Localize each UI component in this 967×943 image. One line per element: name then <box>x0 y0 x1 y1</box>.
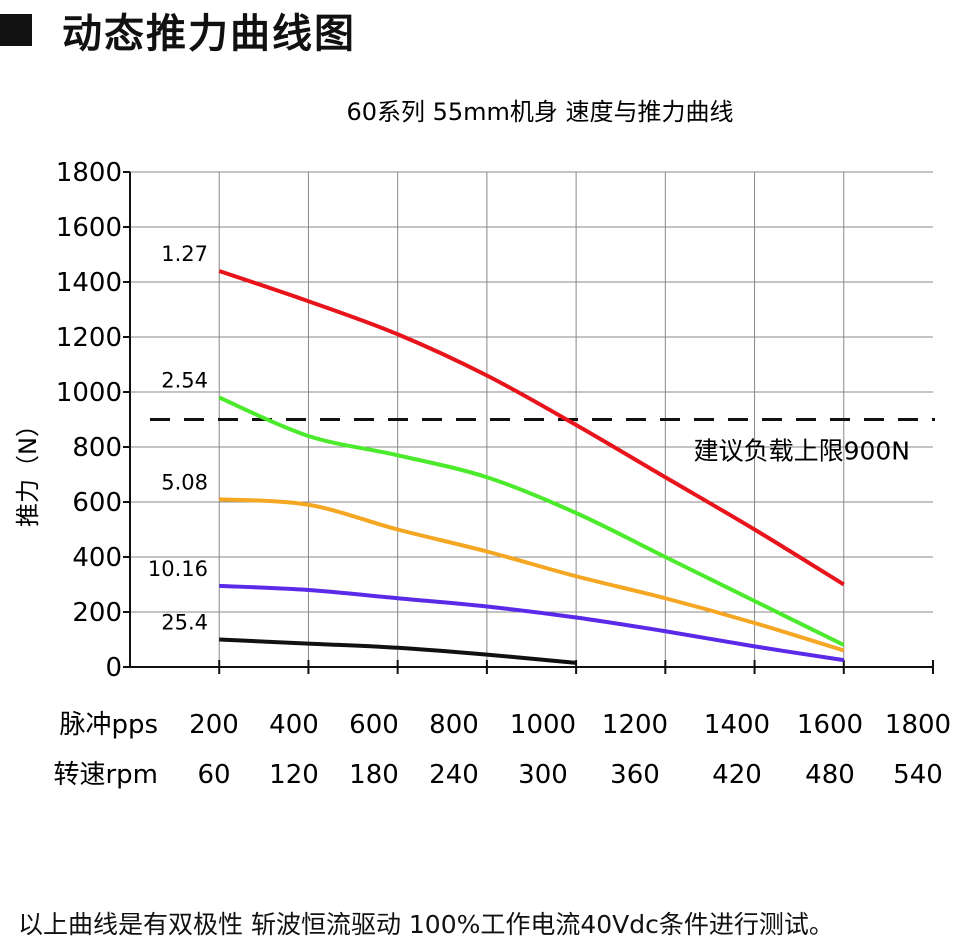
series-line <box>219 497 845 653</box>
reference-line-label: 建议负载上限900N <box>694 437 910 466</box>
y-tick-label: 1800 <box>56 158 122 188</box>
footnote: 以上曲线是有双极性 斩波恒流驱动 100%工作电流40Vdc条件进行测试。 <box>18 910 834 939</box>
reference-line-group: 建议负载上限900N <box>150 418 935 466</box>
x-tick-label: 1200 <box>602 710 668 740</box>
x-tick-label: 480 <box>805 760 855 790</box>
x-tick-label: 540 <box>893 760 943 790</box>
page-title: 动态推力曲线图 <box>62 11 356 57</box>
x-tick-label: 1600 <box>797 710 863 740</box>
tick-labels: 0 200 400 600 800 1000 1200 1400 1600 1800 脉冲pps 20… <box>53 158 951 790</box>
x-tick-label: 180 <box>349 760 399 790</box>
series-label: 25.4 <box>161 611 208 635</box>
y-tick-label: 200 <box>72 598 122 628</box>
series-label: 5.08 <box>161 470 208 494</box>
y-tick-label: 1000 <box>56 378 122 408</box>
x-tick-label: 420 <box>712 760 762 790</box>
x-tick-label: 800 <box>429 710 479 740</box>
series-line <box>218 395 845 647</box>
series-line <box>219 637 577 665</box>
x-tick-label: 300 <box>518 760 568 790</box>
x-axis-row-label: 脉冲pps <box>59 710 158 740</box>
x-tick-label: 1800 <box>885 710 951 740</box>
series-label: 10.16 <box>148 557 208 581</box>
x-tick-label: 200 <box>189 710 239 740</box>
series-line <box>219 583 845 663</box>
x-axis-row-label: 转速rpm <box>53 760 158 790</box>
thrust-chart: 60系列 55mm机身 速度与推力曲线 建议负载上限900N 1.27 2.54 5… <box>14 98 951 790</box>
y-tick-label: 0 <box>105 653 122 683</box>
x-tick-label: 360 <box>610 760 660 790</box>
y-axis-label: 推力（N） <box>14 413 42 527</box>
y-tick-label: 800 <box>72 433 122 463</box>
y-tick-label: 1200 <box>56 323 122 353</box>
y-tick-label: 1600 <box>56 213 122 243</box>
y-tick-label: 1400 <box>56 268 122 298</box>
x-tick-label: 1000 <box>510 710 576 740</box>
heading: 动态推力曲线图 <box>0 4 356 57</box>
chart-title: 60系列 55mm机身 速度与推力曲线 <box>346 98 733 126</box>
x-tick-label: 600 <box>349 710 399 740</box>
series-label: 2.54 <box>161 369 208 393</box>
series-line <box>218 269 845 587</box>
x-tick-label: 400 <box>269 710 319 740</box>
black-square-icon <box>0 14 32 46</box>
x-tick-label: 60 <box>197 760 230 790</box>
axes <box>123 171 934 674</box>
x-tick-label: 1400 <box>704 710 770 740</box>
x-tick-label: 240 <box>429 760 479 790</box>
series-label: 1.27 <box>161 242 208 266</box>
series-group: 1.27 2.54 5.08 10.16 25.4 <box>148 242 845 665</box>
y-tick-label: 400 <box>72 543 122 573</box>
x-tick-label: 120 <box>269 760 319 790</box>
y-tick-label: 600 <box>72 488 122 518</box>
